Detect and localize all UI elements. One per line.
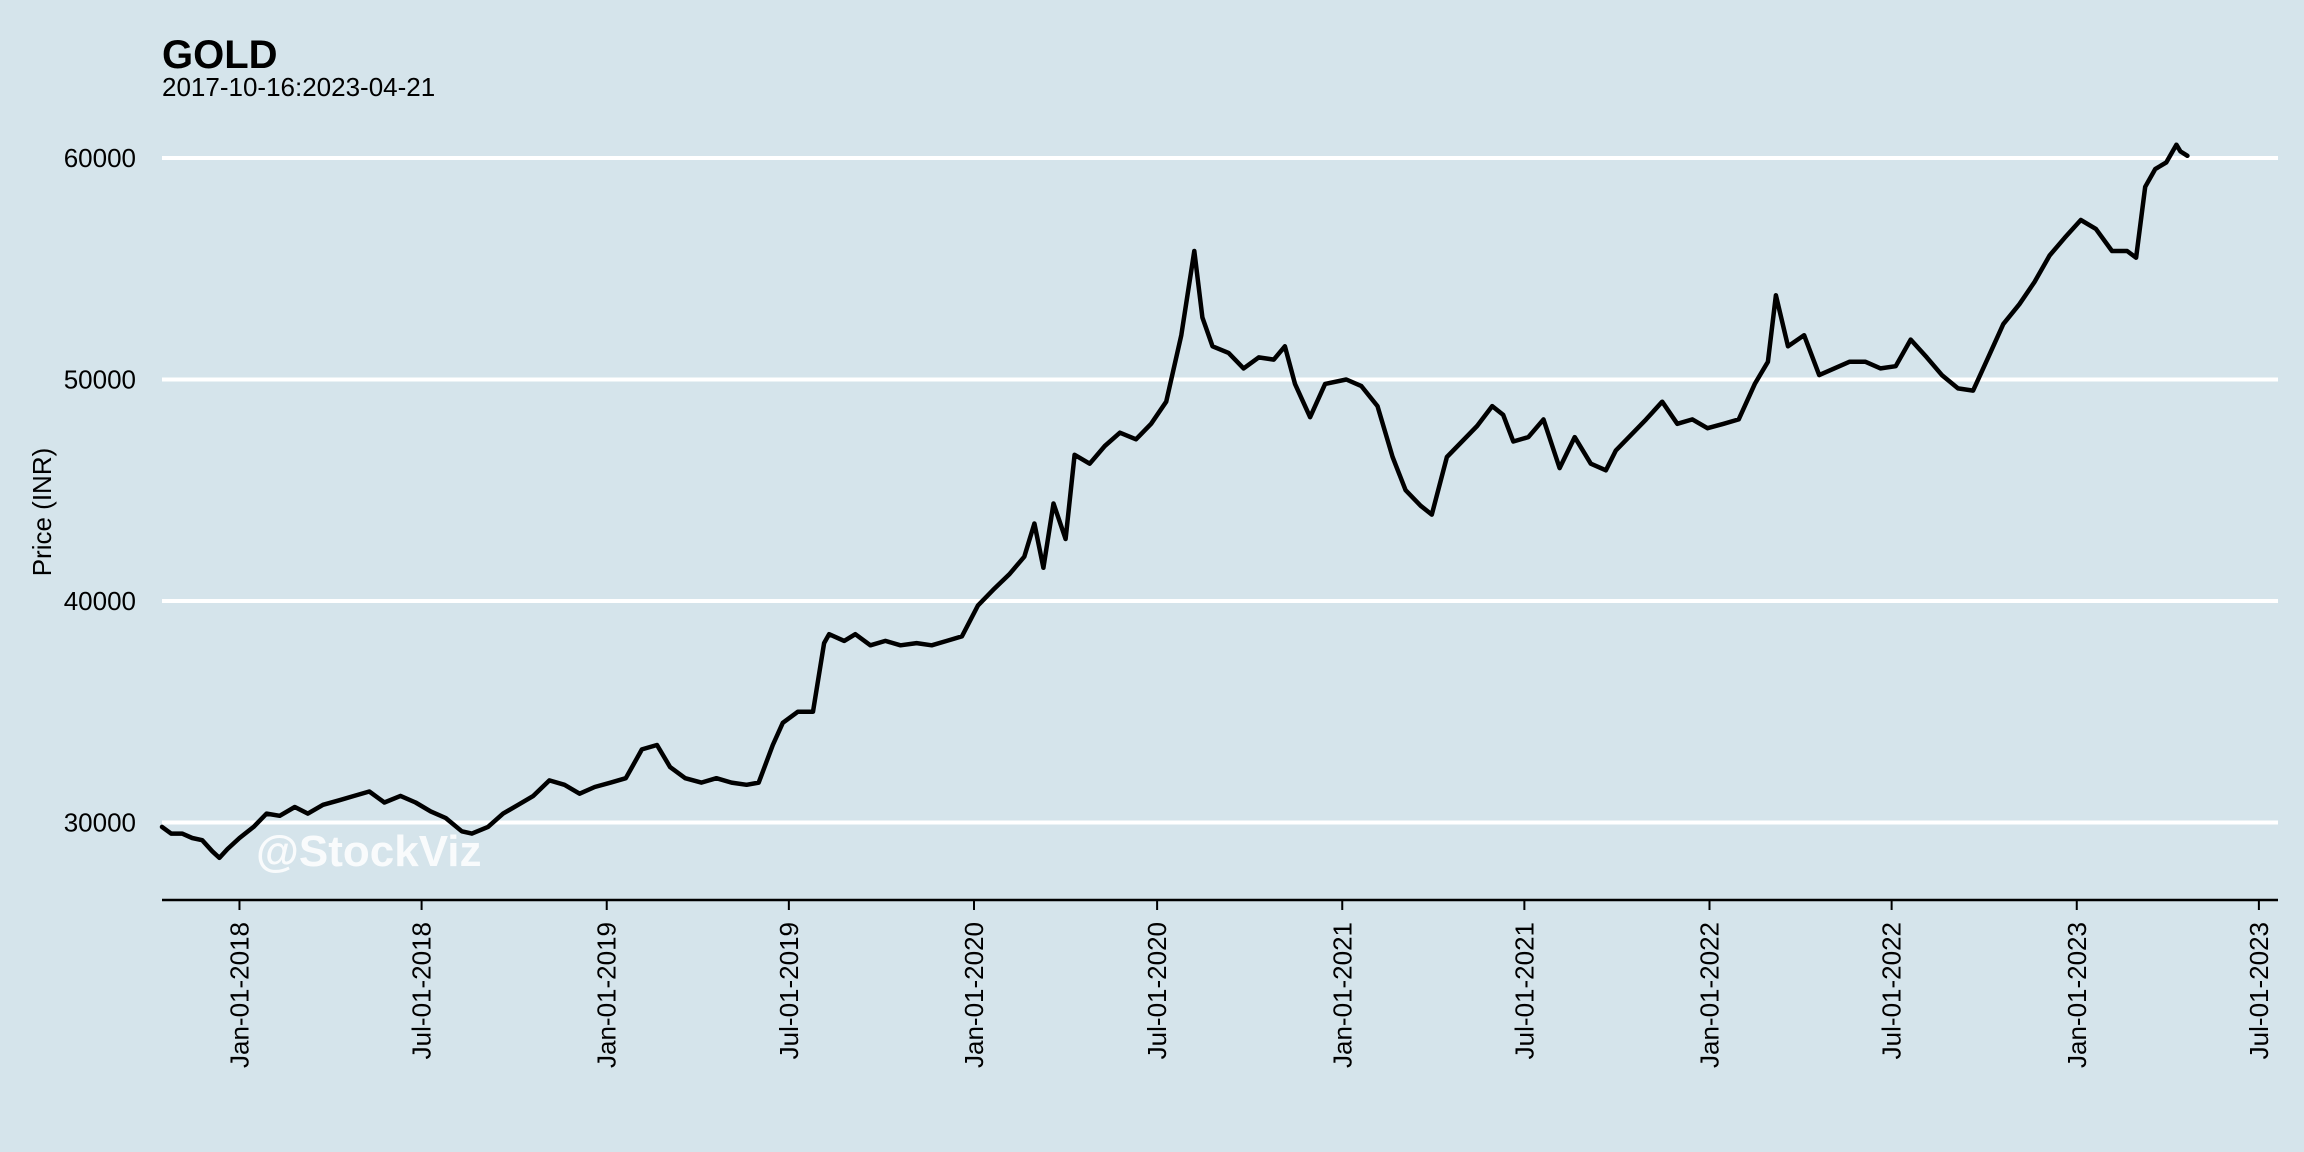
x-tick-label: Jan-01-2020 [959,922,989,1068]
x-tick-label: Jul-01-2021 [1509,922,1539,1059]
y-axis-ticks: 30000 40000 50000 60000 [64,143,136,837]
x-axis-ticks: Jan-01-2018 Jul-01-2018 Jan-01-2019 Jul-01-… [224,900,2274,1068]
watermark: @StockViz [256,827,482,876]
x-tick-label: Jul-01-2020 [1142,922,1172,1059]
x-tick-label: Jul-01-2023 [2244,922,2274,1059]
x-tick-label: Jan-01-2021 [1327,922,1357,1068]
series-gold [159,142,2190,861]
chart-title: GOLD [162,33,278,77]
chart-subtitle: 2017-10-16:2023-04-21 [162,72,435,102]
x-tick-label: Jul-01-2019 [774,922,804,1059]
y-tick-label: 60000 [64,143,136,173]
x-tick-label: Jan-01-2019 [592,922,622,1068]
x-tick-label: Jan-01-2018 [224,922,254,1068]
x-tick-label: Jul-01-2022 [1877,922,1907,1059]
series-line [159,142,2190,861]
y-tick-label: 30000 [64,807,136,837]
x-tick-label: Jan-01-2022 [1695,922,1725,1068]
y-axis-label: Price (INR) [27,448,57,577]
x-tick-label: Jul-01-2018 [407,922,437,1059]
y-tick-label: 40000 [64,586,136,616]
y-tick-label: 50000 [64,365,136,395]
gridlines [162,156,2278,825]
x-tick-label: Jan-01-2023 [2062,922,2092,1068]
